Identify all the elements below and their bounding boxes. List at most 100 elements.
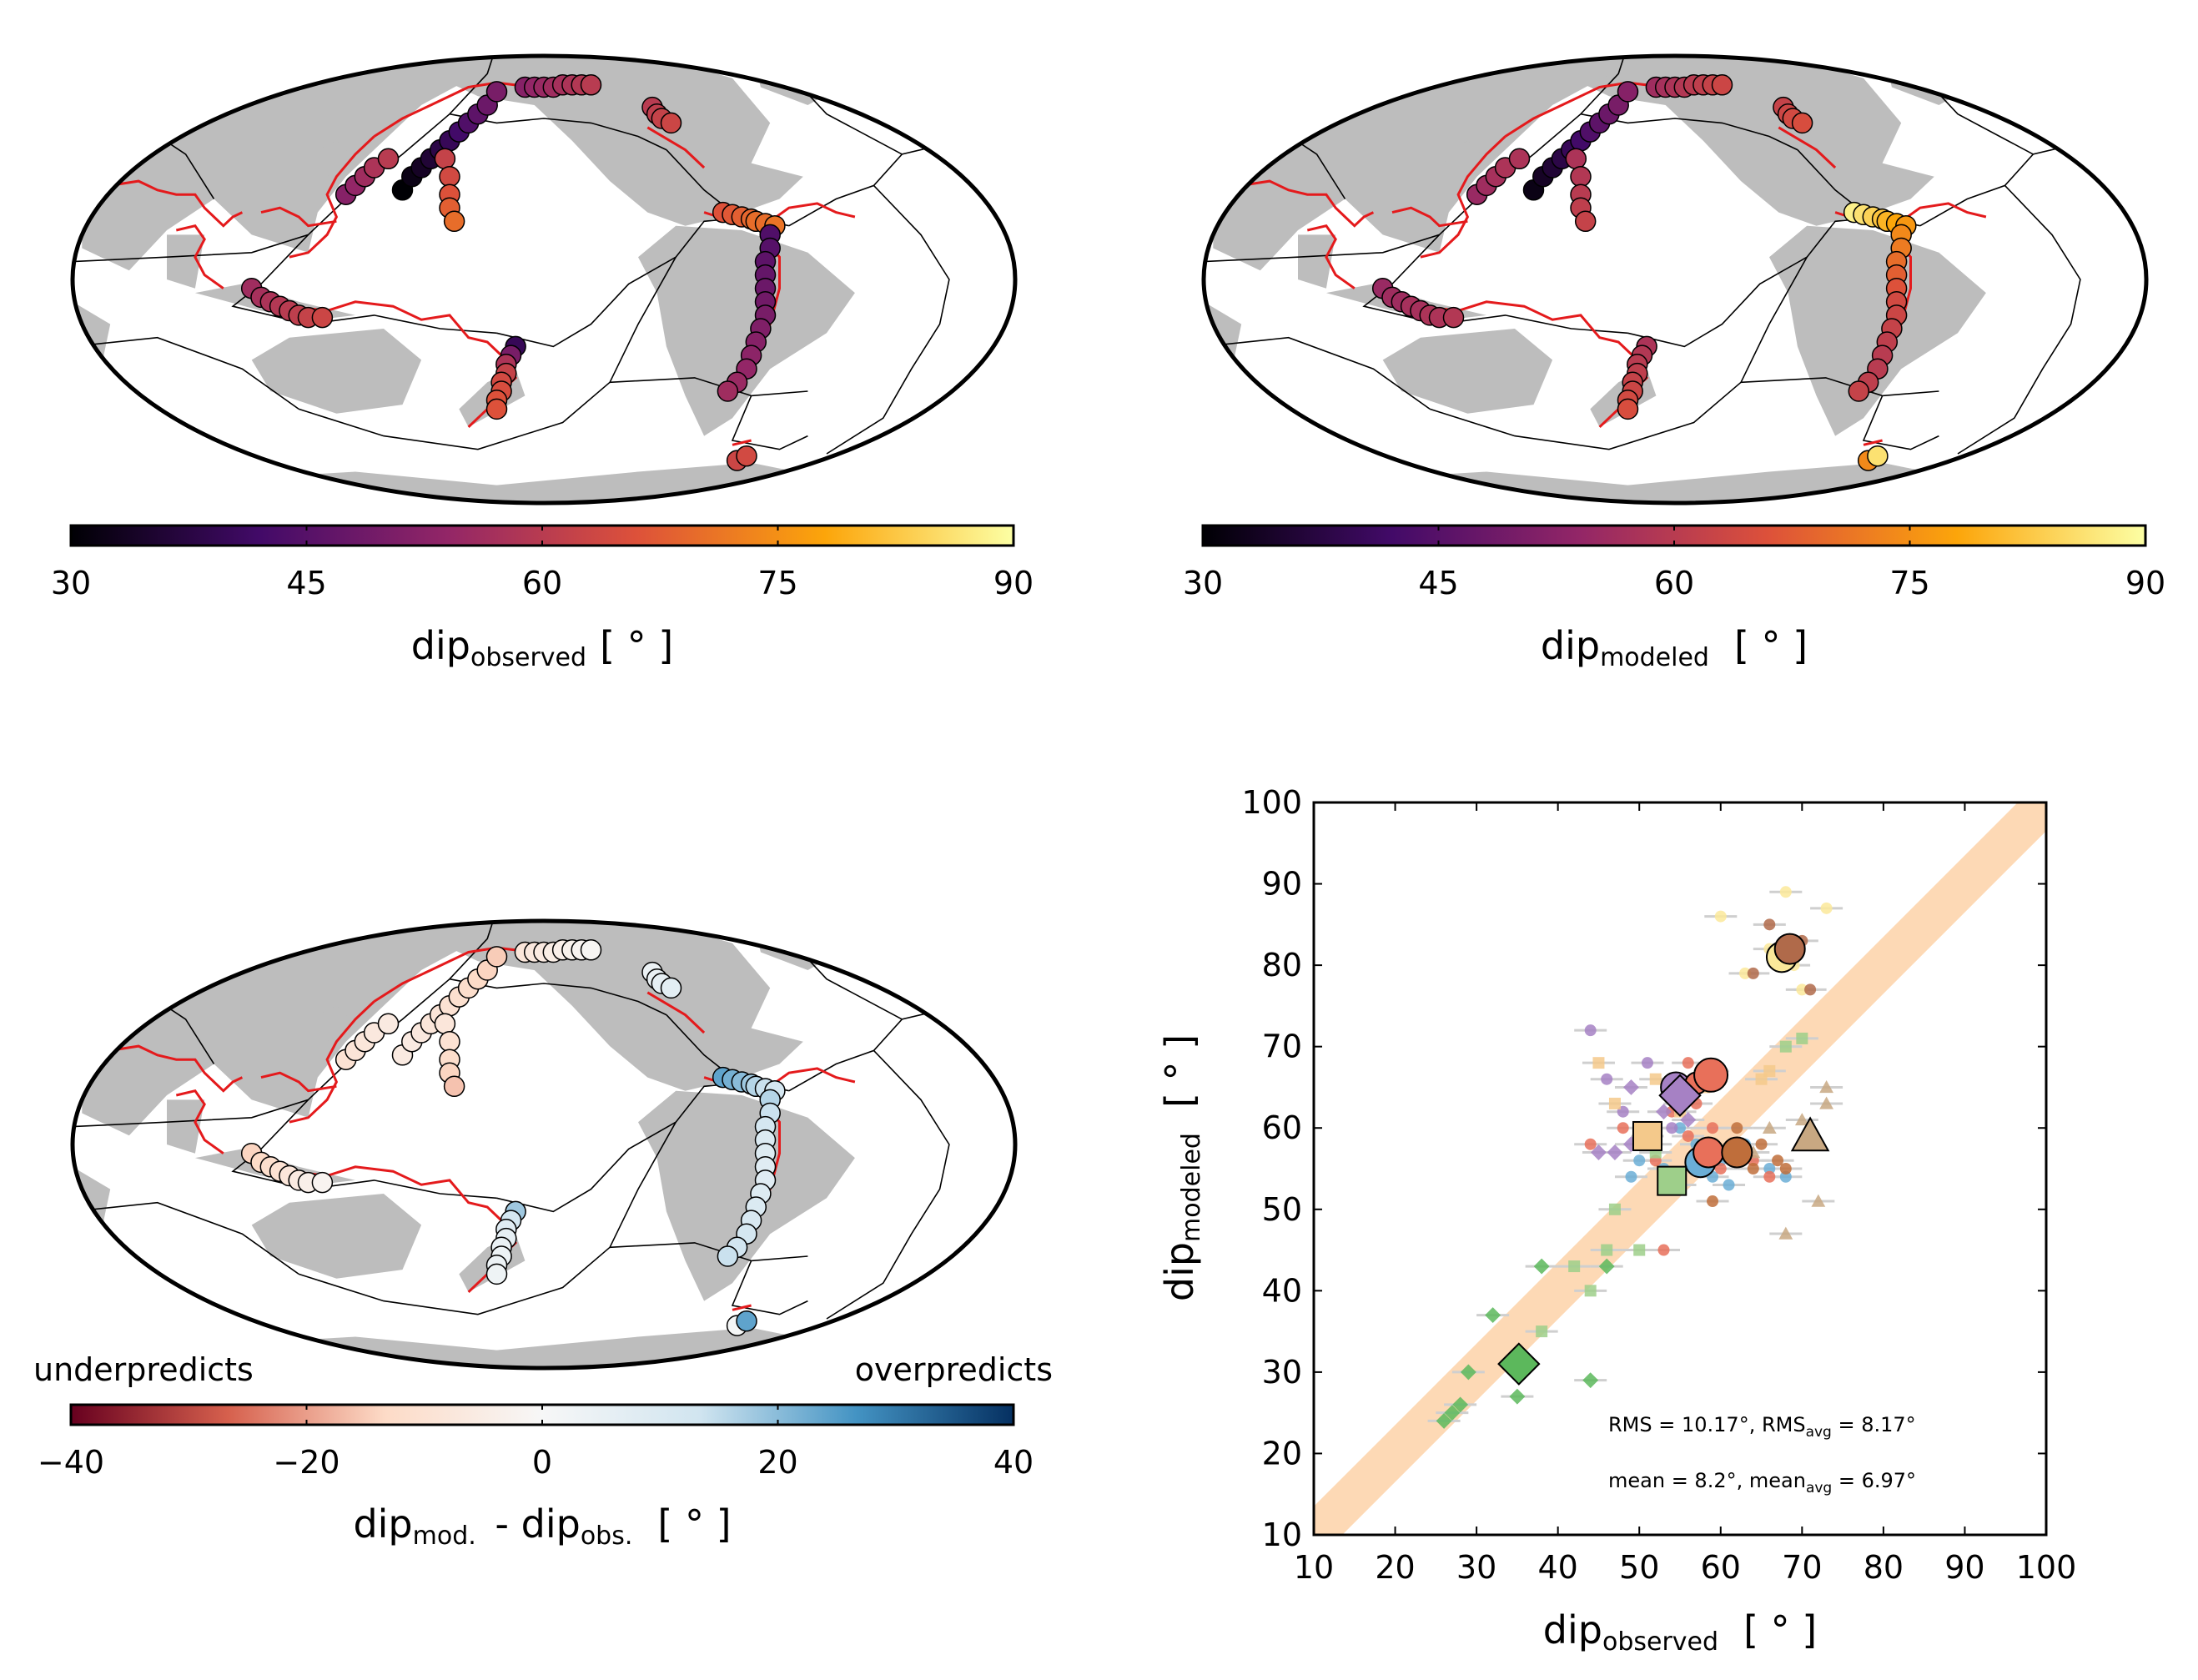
series-mean [1497,1342,1541,1386]
data-point [1714,1163,1727,1174]
data-point [1582,1372,1599,1389]
data-point [1656,1104,1672,1120]
dip-marker-aleutians [1711,74,1733,96]
data-point [1617,1122,1629,1134]
x-axis-label: dipobserved[ ° ] [1543,1607,1817,1657]
dip-marker-izu-bonin [443,1075,465,1098]
land-antarctica [204,1327,817,1368]
colorbar-tick: −40 [38,1444,104,1481]
land-australia [251,329,422,414]
data-point [1666,1122,1678,1134]
plot-frame [1312,801,2048,1537]
data-point [1747,967,1759,979]
data-point [1682,1129,1694,1142]
subduction-trench [260,1071,337,1093]
dip-marker-izu-bonin [434,1013,456,1035]
data-point [1592,1057,1605,1069]
subduction-trench [732,1304,752,1311]
series-mean [1693,1136,1725,1169]
plate-boundary [1204,336,1431,410]
subduction-trench [289,135,375,259]
colorbar-modeled: 30 45 60 75 90 dipmodeled[ ° ] [1183,524,2165,672]
colorbar-tick: 45 [1418,565,1458,601]
dip-marker-scotia [736,445,757,467]
y-tick-label: 10 [1262,1517,1302,1553]
trench-dip-markers [1371,74,1917,471]
colorbar-observed: 30 45 60 75 90 dipobserved[ ° ] [51,524,1034,672]
y-tick-label: 20 [1262,1435,1302,1471]
data-point [1608,1203,1621,1215]
land-india [1298,234,1336,289]
dip-marker-scotia [736,1310,757,1332]
subduction-trench [289,1000,375,1124]
data-point [1739,967,1752,979]
x-tick-label: 100 [2016,1549,2077,1586]
dip-marker-izu-bonin [439,1030,460,1053]
data-point [1601,1244,1613,1256]
land-south-america [1769,225,1986,436]
dip-marker-tonga-kermadec [1617,398,1639,420]
x-tick-label: 30 [1456,1549,1496,1586]
axes: 10 20 30 40 50 60 70 80 90 100 10 20 30 40 50 60 70 80 90 1… [1241,784,2076,1586]
data-point [1763,918,1776,931]
colorbar-tick: 90 [993,565,1034,601]
plate-boundary [1580,113,1798,151]
data-point [1485,1307,1501,1324]
data-point [1707,1122,1719,1134]
colorbar-tick: 40 [993,1444,1034,1481]
land-india [167,234,205,289]
data-point [1623,1079,1639,1095]
data-point [1763,1163,1776,1174]
colorbar-difference: underpredicts overpredicts −40 −20 0 20 … [33,1351,1053,1551]
y-tick-label: 40 [1262,1272,1302,1309]
colorbar-tick: −20 [273,1444,340,1481]
data-point [1608,1097,1621,1109]
dip-marker-izu-bonin [1570,165,1592,188]
dip-marker-philippines-ryukyu [377,1013,400,1035]
series-mean [1658,1074,1702,1117]
subduction-trench [175,224,224,289]
plate-boundary [1627,256,1808,348]
colorbar-tick: 45 [286,565,326,601]
plate-boundary [496,1121,677,1213]
subduction-trench [260,206,337,228]
dip-marker-tonga-kermadec [485,398,508,420]
dip-marker-alaska [660,112,682,134]
map-border [70,53,1018,506]
x-tick-label: 60 [1701,1549,1741,1586]
data-point [1641,1057,1653,1069]
dip-marker-izu-bonin [434,148,456,170]
colorbar-tick: 60 [522,565,562,601]
data-point [1633,1154,1646,1167]
y-tick-label: 100 [1241,784,1302,821]
subduction-trench [1391,206,1468,228]
data-point [1625,1170,1637,1183]
data-point [1804,983,1817,996]
y-tick-label: 90 [1262,866,1302,903]
colorbar-tick: 30 [51,565,91,601]
data-point [1796,983,1808,996]
data-point [1763,1064,1776,1077]
series-mean [1790,1116,1830,1152]
rms-annotation: RMS = 10.17°, RMSavg = 8.17° [1608,1413,1916,1441]
data-point [1533,1258,1550,1275]
data-point [1779,1040,1792,1053]
dip-marker-japan-kurile [485,81,508,103]
plate-boundary [298,256,677,450]
trench-dip-markers [240,74,786,471]
data-point [1452,1396,1469,1413]
land-australia [1382,329,1553,414]
data-point [1444,1405,1461,1421]
map-border [70,918,1018,1371]
data-point [1763,1170,1776,1183]
dip-marker-alaska [1791,112,1813,134]
land-japan [308,140,355,177]
colorbar-label: dipmod. - dipobs.[ ° ] [353,1501,731,1551]
colorbar-tick: 60 [1654,565,1694,601]
x-tick-label: 40 [1537,1549,1577,1586]
dip-marker-aleutians [580,74,602,96]
land-south-america [638,225,855,436]
dip-marker-izu-bonin [1565,148,1587,170]
y-tick-label: 60 [1262,1109,1302,1146]
